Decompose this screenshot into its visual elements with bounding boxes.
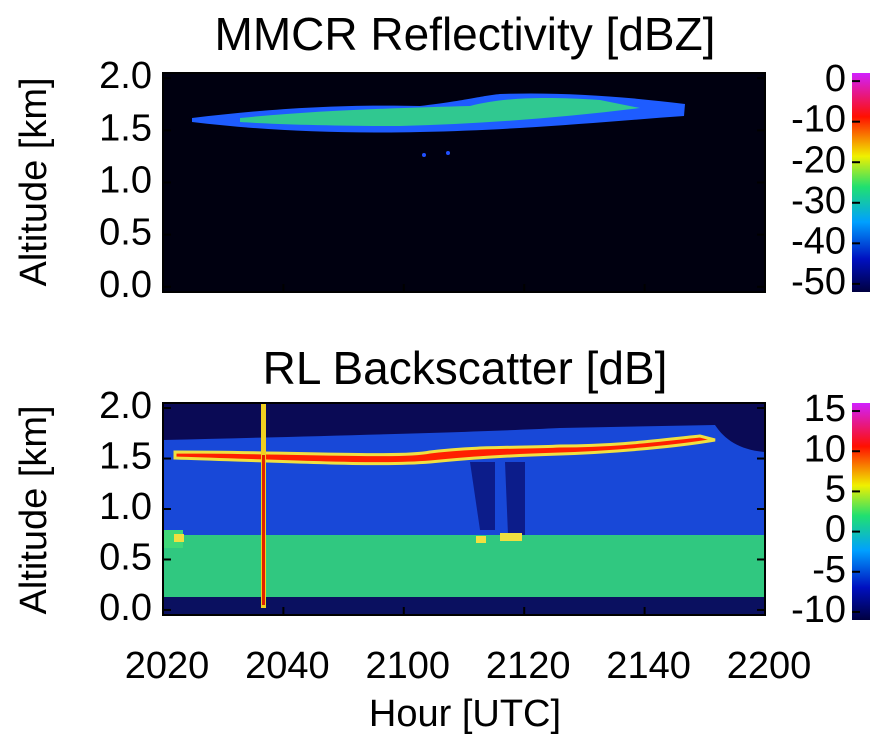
colorbar-tick-label: -10 [791,99,846,141]
colorbar-tick-label: -5 [812,549,846,591]
colorbar-tick-label: -50 [791,261,846,303]
chart-title: RL Backscatter [dB] [263,342,668,394]
colorbar-tick-label: -30 [791,180,846,222]
x-tick-label: 2040 [245,645,330,687]
colorbar-tick-label: -20 [791,139,846,181]
chart-title: MMCR Reflectivity [dBZ] [215,8,716,60]
reflectivity-field [163,73,765,292]
x-tick-label: 2140 [606,645,691,687]
x-tick-label: 2020 [125,645,210,687]
y-tick-label: 2.0 [99,385,152,427]
y-tick-label: 1.0 [99,160,152,202]
y-axis-label: Altitude [km] [13,77,55,286]
y-tick-label: 1.5 [99,436,152,478]
colorbar-tick-label: 0 [825,58,846,100]
colorbar-tick-label: -10 [791,589,846,631]
y-axis-label: Altitude [km] [13,405,55,614]
y-tick-label: 0.5 [99,212,152,254]
y-tick-label: 2.0 [99,55,152,97]
x-tick-label: 2100 [366,645,451,687]
colorbar [852,73,870,292]
y-tick-label: 0.0 [99,264,152,306]
colorbar-tick-label: 15 [804,388,846,430]
colorbar-tick-label: 10 [804,428,846,470]
colorbar [852,403,870,620]
backscatter-field [163,403,765,615]
y-tick-label: 0.0 [99,587,152,629]
x-tick-label: 2200 [727,645,812,687]
colorbar-tick-label: -40 [791,220,846,262]
y-tick-label: 0.5 [99,537,152,579]
colorbar-tick-label: 0 [825,509,846,551]
colorbar-tick-label: 5 [825,468,846,510]
x-tick-label: 2120 [486,645,571,687]
y-tick-label: 1.0 [99,486,152,528]
x-axis-label: Hour [UTC] [369,693,561,735]
y-tick-label: 1.5 [99,107,152,149]
